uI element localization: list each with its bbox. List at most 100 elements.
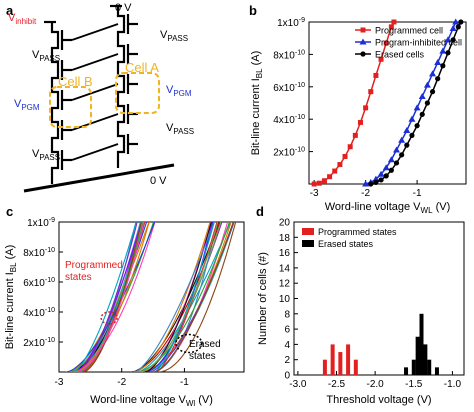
panel-b-xtick-label-2: -1 [413,188,422,199]
panel-c-ytick-label-4-mantissa: 1x10 [27,218,49,229]
panel-b-point-0-2 [321,178,327,184]
panel-c-curve-programmed-4 [77,222,137,372]
panel-b-ylabel_unit: (A) [250,51,262,69]
panel-b-point-0-8 [352,132,358,138]
transistor-channel-right-4 [116,130,126,158]
panel-b-iv-curves: -3 -2 -12x10-104x10-106x10-108x10-101x10-9… [250,17,467,215]
panel-c-xlabel_sub: Wl [186,399,196,408]
panel-d-ytick-label-3: 6 [284,325,290,336]
transistor-channel-left-0 [50,26,60,54]
panel-c-ytick-label-4-exponent: -9 [49,217,55,224]
panel-b-point-1-8 [403,127,411,134]
panel-b-point-0-14 [383,40,389,46]
panel-b-point-2-11 [424,100,430,106]
panel-c-curve-programmed-21 [74,222,145,372]
panel-b-point-2-5 [393,160,400,166]
panel-b-point-0-9 [357,119,363,125]
panel-b-point-1-13 [429,70,437,77]
panel-letter-c: c [6,204,13,219]
panel-c-xlabel: Word-line voltage V [90,394,186,406]
panel-b-point-2-1 [373,179,379,185]
panel-c-curve-programmed-13 [79,222,143,372]
panel-c-ytick-label-3-exponent: -10 [45,247,55,254]
panel-d-bar-0-4 [353,359,358,375]
panel-c-annotation-erased: Erased [189,339,221,350]
word-line-3 [71,113,119,131]
panel-d-ytick-label-1: 2 [284,355,290,366]
panel-d-ytick-label-8: 16 [279,248,291,259]
panel-b-point-1-6 [393,146,401,153]
v-pass-label-lower-left: VPASS [32,148,60,162]
panel-d-ytick-label-6: 12 [279,279,291,290]
panel-b-point-1-12 [423,81,431,88]
panel-b-point-2-7 [404,142,410,148]
panel-d-legend-label-0: Programmed states [318,227,397,237]
panel-d-legend-label-1: Erased states [318,239,374,249]
panel-c-curve-programmed-9 [68,222,145,372]
panel-d-legend-swatch-0 [302,228,314,235]
panel-b-xtick-label-1: -2 [361,188,370,199]
panel-letter-b: b [249,3,257,18]
panel-b-point-0-11 [368,89,374,95]
panel-b-legend-label-1: Program-inhibited cell [375,38,462,48]
transistor-channel-right-1 [116,40,126,68]
panel-c-programmed-marker [100,311,118,325]
panel-c-ytick-label-0: 2x10-10 [23,337,55,349]
panel-c-ytick-label-2: 6x10-10 [23,277,55,289]
panel-b-ytick-label-0-mantissa: 2x10 [273,148,295,159]
panel-d-ytick-label-9: 18 [279,233,291,244]
panel-c-ytick-label-0-exponent: -10 [45,337,55,344]
panel-b-point-1-17 [449,24,457,31]
v-inhibit-label: Vinhibit [8,12,37,26]
panel-b-point-2-2 [378,177,384,183]
panel-d-xtick-label-0: -3.0 [289,379,307,390]
cell-a-label: Cell A [125,60,159,75]
panel-b-point-1-4 [382,164,390,171]
panel-c-curve-programmed-18 [73,222,137,372]
panel-b-ytick-label-2: 6x10-10 [273,82,305,94]
panel-b-point-2-16 [450,37,456,43]
panel-b-point-1-0 [362,180,370,187]
bottom-zero-volt-label: 0 V [150,175,167,187]
panel-b-ytick-label-2-exponent: -10 [295,82,305,89]
panel-c-ytick-label-0-mantissa: 2x10 [23,338,45,349]
panel-c-erased-marker [175,333,203,354]
panel-b-point-0-3 [327,174,333,180]
top-zero-volt-label: 0 V [115,2,132,14]
panel-d-vth-histogram: -3.0 -2.5 -2.0 -1.5 -1.0 0 2 4 6 8 10 12 14 16 18 20 Thr… [257,218,465,406]
panel-c-curve-erased-3 [158,222,237,372]
panel-d-ytick-label-0: 0 [284,371,290,382]
panel-c-ylabel: Bit-line current IBL (A) [4,245,18,350]
transistor-channel-left-1 [50,56,60,84]
transistor-channel-right-0 [116,10,126,38]
panel-c-ytick-label-4: 1x10-9 [27,217,55,229]
panel-b-point-2-8 [409,132,415,138]
panel-d-legend-swatch-1 [302,240,314,247]
v-pass-label-upper-left: VPASS [32,49,60,63]
v-pass-label-right: VPASS [166,122,194,136]
panel-c-ytick-label-3-mantissa: 8x10 [23,248,45,259]
panel-b-ylabel: Bit-line current IBL (A) [250,51,264,156]
panel-b-point-2-6 [399,152,405,158]
panel-c-xlabel_unit: (V) [195,394,213,406]
panel-c-curve-erased-21 [134,222,215,372]
panel-d-bar-1-6 [434,367,439,375]
panel-b-point-1-9 [408,115,416,122]
panel-b-point-2-4 [388,167,394,173]
panel-b-point-0-4 [332,168,338,174]
panel-b-point-1-3 [377,170,385,177]
panel-c-curve-erased-15 [154,222,215,372]
panel-b-legend-marker-2 [360,51,366,57]
panel-d-bar-1-4 [423,344,428,375]
panel-b-point-2-0 [368,181,374,187]
panel-b-point-0-1 [316,180,322,186]
panel-b-ytick-label-3-exponent: -10 [295,49,305,56]
v-pgm-label-right: VPGM [166,84,192,98]
panel-b-xlabel_sub: WL [421,206,434,215]
panel-b-point-1-5 [387,156,395,163]
panel-d-bar-1-5 [427,359,432,375]
panel-d-bar-0-1 [330,344,335,375]
panel-b-point-1-11 [418,93,426,100]
panel-b-ytick-label-3: 8x10-10 [273,49,305,61]
panel-c-xlabel: Word-line voltage VWl (V) [90,394,213,408]
